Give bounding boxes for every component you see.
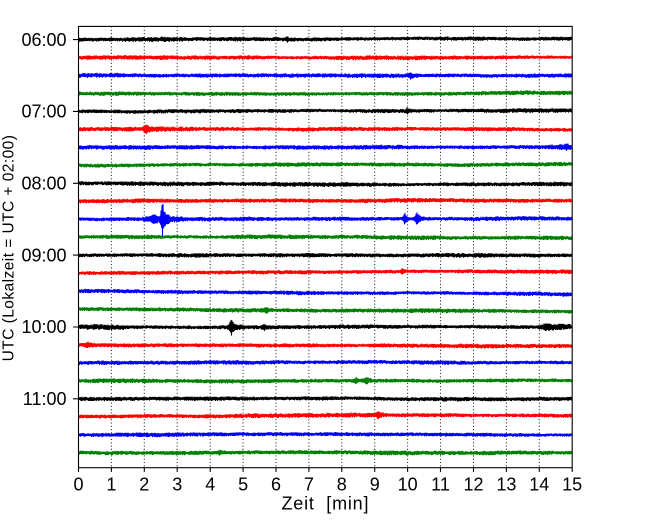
- svg-text:4: 4: [205, 475, 215, 495]
- svg-text:5: 5: [238, 475, 248, 495]
- svg-text:3: 3: [172, 475, 182, 495]
- svg-text:11:00: 11:00: [23, 389, 67, 409]
- svg-text:09:00: 09:00: [21, 245, 66, 265]
- svg-text:12: 12: [463, 475, 483, 495]
- svg-text:10:00: 10:00: [21, 317, 66, 337]
- svg-text:1: 1: [106, 475, 116, 495]
- svg-text:Zeit [min]: Zeit [min]: [281, 494, 369, 514]
- svg-text:2: 2: [139, 475, 149, 495]
- svg-text:9: 9: [370, 475, 380, 495]
- svg-text:6: 6: [271, 475, 281, 495]
- svg-text:15: 15: [562, 475, 582, 495]
- svg-text:11: 11: [431, 475, 450, 495]
- svg-text:07:00: 07:00: [21, 102, 66, 122]
- svg-text:7: 7: [304, 475, 314, 495]
- svg-text:10: 10: [398, 475, 418, 495]
- svg-text:14: 14: [529, 475, 549, 495]
- svg-text:06:00: 06:00: [21, 30, 66, 50]
- svg-text:8: 8: [337, 475, 347, 495]
- svg-text:0: 0: [73, 475, 83, 495]
- svg-text:UTC (Lokalzeit = UTC + 02:00): UTC (Lokalzeit = UTC + 02:00): [1, 135, 18, 362]
- svg-text:08:00: 08:00: [21, 174, 66, 194]
- svg-text:13: 13: [496, 475, 516, 495]
